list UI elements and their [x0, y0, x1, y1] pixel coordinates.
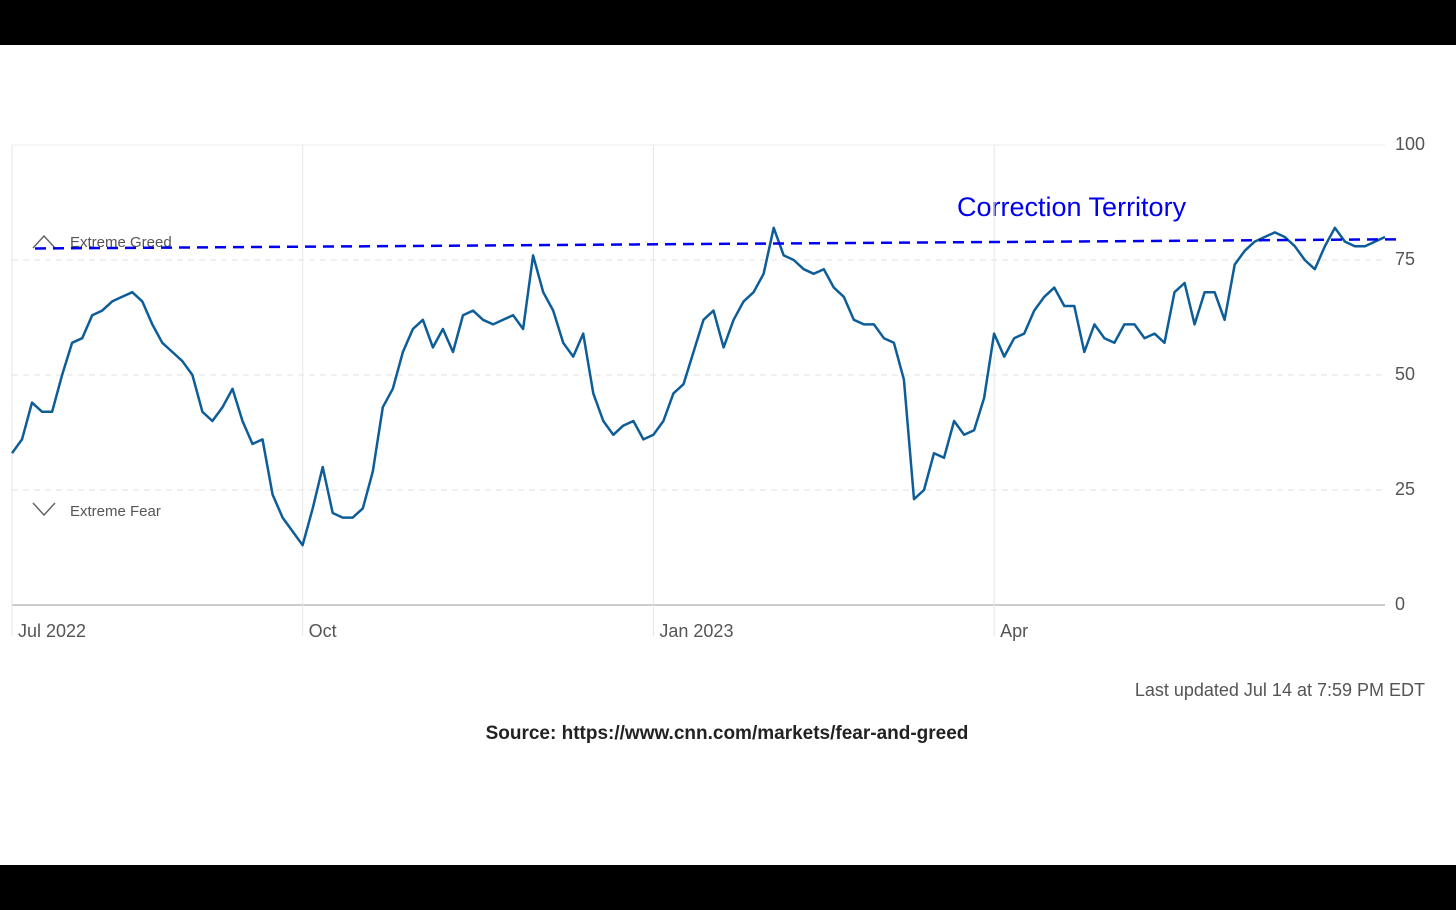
bottom-bar: [0, 865, 1456, 910]
y-tick-label: 50: [1395, 364, 1415, 384]
annotation: Correction Territory: [957, 192, 1187, 222]
y-tick-label: 0: [1395, 594, 1405, 614]
line-series: [10, 226, 1386, 547]
last-updated: Last updated Jul 14 at 7:59 PM EDT: [1135, 680, 1425, 700]
source: Source: https://www.cnn.com/markets/fear…: [486, 723, 969, 744]
fear-label: Extreme Fear: [70, 503, 161, 520]
correction-line: [34, 238, 1399, 250]
x-tick-label: Apr: [1000, 621, 1028, 641]
x-tick-label: Jan 2023: [659, 621, 733, 641]
y-tick-label: 100: [1395, 134, 1425, 154]
top-bar: [0, 0, 1456, 45]
x-tick-label: Jul 2022: [18, 621, 86, 641]
x-tick-label: Oct: [309, 621, 337, 641]
greed-label: Extreme Greed: [70, 234, 172, 251]
fear-icon: [32, 502, 56, 517]
y-tick-label: 25: [1395, 479, 1415, 499]
y-tick-label: 75: [1395, 249, 1415, 269]
greed-icon: [32, 234, 56, 249]
